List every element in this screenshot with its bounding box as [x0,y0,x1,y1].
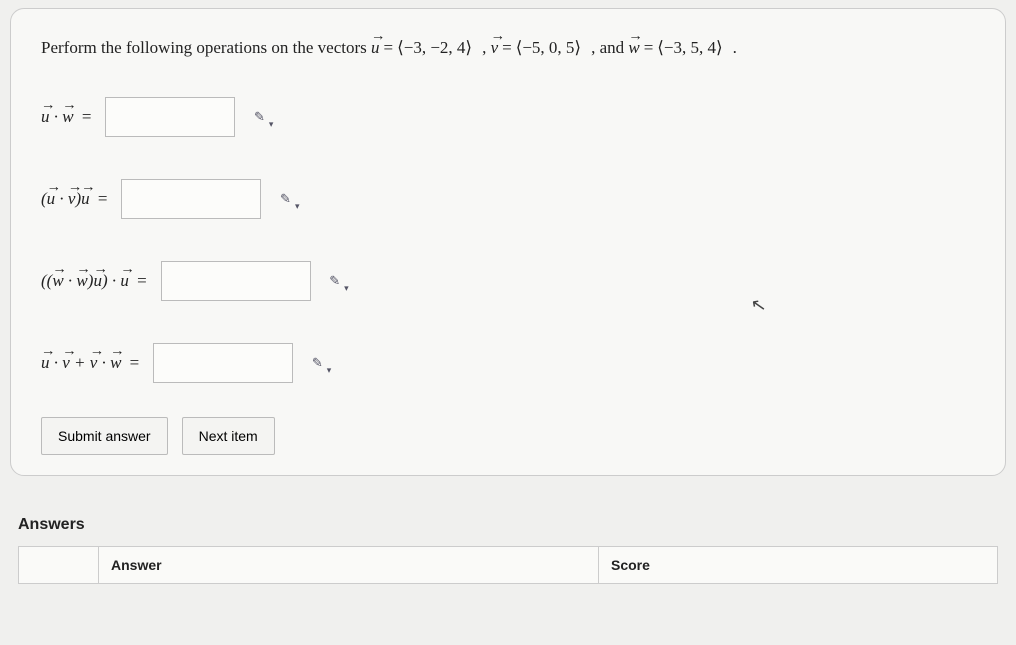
format-menu-icon[interactable]: ✎ [273,187,297,211]
col-answer: Answer [99,546,599,583]
input-uv-plus-vw[interactable] [153,343,293,383]
input-wwu-u[interactable] [161,261,311,301]
row-wwu-u: ((w · w)u) · u = ✎ [41,261,975,301]
next-item-button[interactable]: Next item [182,417,275,455]
question-card: Perform the following operations on the … [10,8,1006,476]
input-u-dot-w[interactable] [105,97,235,137]
answers-table: Answer Score [18,546,998,584]
expr-wwu-u: ((w · w)u) · u = [41,271,151,291]
expr-u-dot-w: u · w = [41,107,95,127]
format-menu-icon[interactable]: ✎ [247,105,271,129]
row-u-dot-w: u · w = ✎ [41,97,975,137]
expr-uv-u: (u · v)u = [41,189,111,209]
input-uv-u[interactable] [121,179,261,219]
question-prefix: Perform the following operations on the … [41,38,371,57]
submit-answer-button[interactable]: Submit answer [41,417,168,455]
table-header-row: Answer Score [19,546,998,583]
row-uv-u: (u · v)u = ✎ [41,179,975,219]
expr-uv-plus-vw: u · v + v · w = [41,353,143,373]
row-uv-plus-vw: u · v + v · w = ✎ [41,343,975,383]
format-menu-icon[interactable]: ✎ [305,351,329,375]
answers-heading: Answers [18,516,1006,534]
col-score: Score [599,546,998,583]
answers-section: Answers Answer Score [18,516,1006,584]
col-blank [19,546,99,583]
button-row: Submit answer Next item [41,417,975,455]
question-text: Perform the following operations on the … [41,35,975,61]
format-menu-icon[interactable]: ✎ [323,269,347,293]
